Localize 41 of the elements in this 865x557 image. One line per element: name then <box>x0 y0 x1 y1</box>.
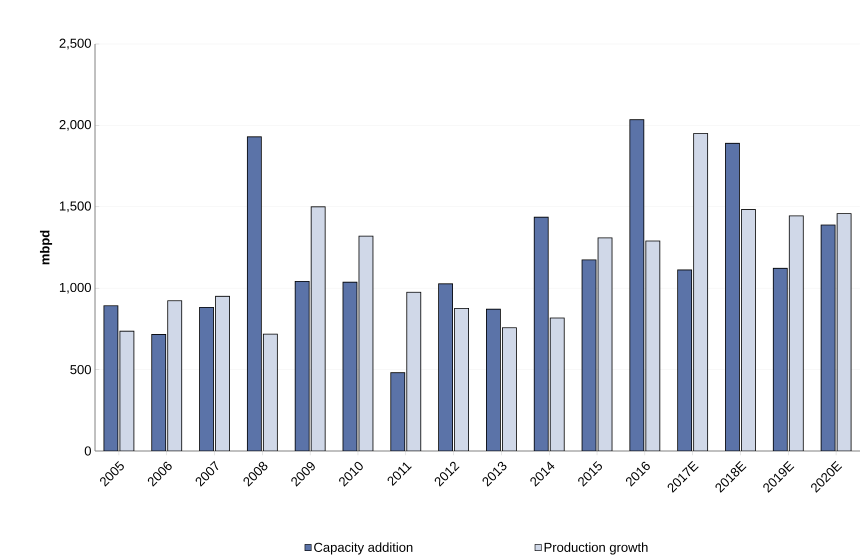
y-axis-title: mbpd <box>40 230 52 264</box>
bar <box>199 307 214 451</box>
bar <box>120 330 134 451</box>
bar <box>358 236 374 451</box>
bar <box>454 308 469 451</box>
bar <box>741 209 756 451</box>
bar <box>486 308 501 451</box>
bar <box>836 213 852 451</box>
bar <box>677 270 692 451</box>
bar <box>772 268 788 451</box>
y-tick-label: 2,500 <box>60 38 91 50</box>
bar <box>215 296 230 451</box>
y-tick-label: 1,000 <box>60 282 91 294</box>
legend-label: Production growth <box>544 542 648 555</box>
y-tick-label: 2,000 <box>60 120 91 131</box>
y-tick-label: 0 <box>84 446 91 456</box>
bar <box>390 372 406 451</box>
bar <box>629 119 644 451</box>
bar <box>294 280 310 451</box>
bar <box>310 206 326 451</box>
bar <box>151 334 166 451</box>
legend-label: Capacity addition <box>314 542 412 555</box>
bar <box>582 259 596 451</box>
bar <box>693 133 708 451</box>
bar <box>645 240 660 451</box>
bar <box>820 224 836 451</box>
y-tick-label: 1,500 <box>60 201 91 212</box>
bar <box>502 327 517 451</box>
bar <box>534 216 549 451</box>
y-tick-label: 500 <box>70 364 91 374</box>
bar <box>550 318 565 451</box>
bar <box>104 305 118 451</box>
bar <box>788 216 804 451</box>
bar <box>406 292 422 451</box>
bar <box>725 142 740 451</box>
bar <box>262 334 278 451</box>
bar <box>246 136 262 451</box>
bar <box>342 282 358 451</box>
bar <box>598 237 612 451</box>
bar <box>438 283 453 451</box>
bar <box>167 300 182 451</box>
